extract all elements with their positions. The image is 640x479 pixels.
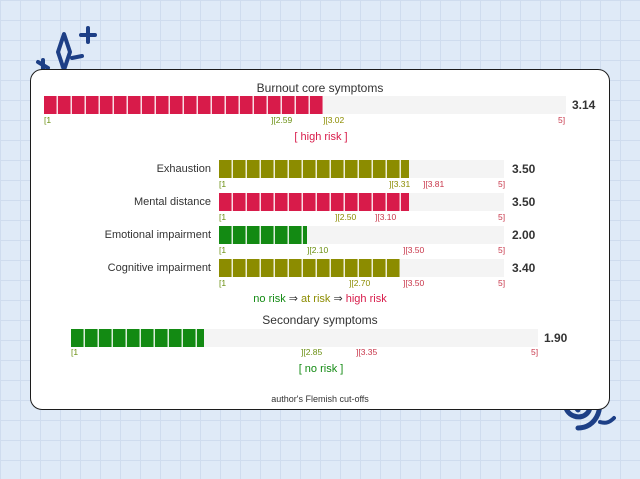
- secondary-title: Secondary symptoms: [262, 313, 378, 327]
- core-tick-3: ][3.02: [323, 115, 345, 125]
- legend-no-risk: no risk: [253, 293, 286, 305]
- core-title: Burnout core symptoms: [256, 81, 384, 95]
- dimension-tick-5: 5]: [498, 212, 506, 222]
- report-card: Burnout core symptoms 3.14 [1 ][2.59 ][3…: [30, 69, 610, 410]
- dimension-tick-2: ][2.70: [349, 278, 371, 288]
- dimension-tick-5: 5]: [498, 278, 506, 288]
- legend-high-risk: high risk: [345, 293, 387, 305]
- core-bar-track: [44, 96, 566, 114]
- core-score: 3.14: [572, 98, 596, 112]
- legend-arrow: ⇒: [333, 293, 343, 305]
- dimension-bar-fill: [219, 160, 409, 178]
- secondary-tick-5: 5]: [531, 347, 539, 357]
- dimension-bar-track: [219, 160, 504, 178]
- dimension-tick-2: ][2.50: [335, 212, 357, 222]
- dimension-bar-track: [219, 226, 504, 244]
- dimension-score: 3.40: [512, 261, 536, 275]
- dimension-tick-1: [1: [219, 245, 227, 255]
- dimension-bar-fill: [219, 259, 400, 277]
- core-verdict: [ high risk ]: [294, 131, 348, 143]
- secondary-bar-track: [71, 329, 538, 347]
- dimension-score: 3.50: [512, 162, 536, 176]
- core-bar-fill: [44, 96, 324, 114]
- dimension-tick-3: ][3.10: [375, 212, 397, 222]
- secondary-tick-3: ][3.35: [356, 347, 378, 357]
- cutoff-source-note: author's Flemish cut-offs: [271, 394, 369, 404]
- dimension-tick-5: 5]: [498, 179, 506, 189]
- dimension-label-emotional-impairment: Emotional impairment: [104, 229, 211, 241]
- dimension-bar-track: [219, 193, 504, 211]
- dimension-label-cognitive-impairment: Cognitive impairment: [107, 262, 211, 274]
- secondary-tick-1: [1: [71, 347, 79, 357]
- dimension-tick-1: [1: [219, 212, 227, 222]
- dimension-tick-1: [1: [219, 278, 227, 288]
- core-tick-5: 5]: [558, 115, 566, 125]
- dimension-tick-3: ][3.50: [403, 278, 425, 288]
- secondary-bar-fill: [71, 329, 205, 347]
- dimension-bar-fill: [219, 193, 409, 211]
- dimension-bar-fill: [219, 226, 308, 244]
- dimension-tick-2: ][2.10: [307, 245, 329, 255]
- core-tick-2: ][2.59: [271, 115, 293, 125]
- secondary-tick-2: ][2.85: [301, 347, 323, 357]
- dimension-tick-5: 5]: [498, 245, 506, 255]
- dimension-label-mental-distance: Mental distance: [133, 196, 211, 208]
- secondary-verdict: [ no risk ]: [298, 363, 344, 375]
- secondary-score: 1.90: [544, 331, 568, 345]
- dimension-score: 3.50: [512, 195, 536, 209]
- dimension-tick-2: ][3.31: [389, 179, 411, 189]
- risk-legend: no risk ⇒ at risk ⇒ high risk: [31, 292, 609, 305]
- legend-at-risk: at risk: [301, 293, 331, 305]
- dimension-label-exhaustion: Exhaustion: [156, 163, 211, 175]
- dimension-score: 2.00: [512, 228, 536, 242]
- dimension-tick-1: [1: [219, 179, 227, 189]
- dimension-tick-3: ][3.81: [423, 179, 445, 189]
- dimension-tick-3: ][3.50: [403, 245, 425, 255]
- core-tick-1: [1: [44, 115, 52, 125]
- legend-arrow: ⇒: [288, 293, 298, 305]
- dimension-bar-track: [219, 259, 504, 277]
